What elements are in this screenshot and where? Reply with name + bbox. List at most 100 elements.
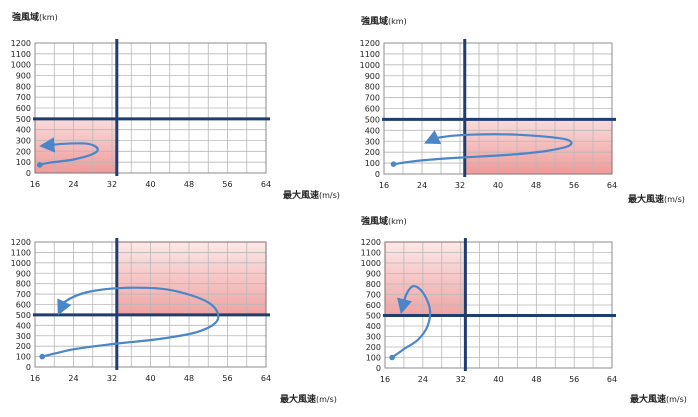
x-tick-label: 48 xyxy=(531,375,541,384)
y-tick-label: 1000 xyxy=(361,259,381,268)
y-tick-label: 900 xyxy=(16,269,31,278)
x-tick-label: 64 xyxy=(607,375,617,384)
plot-frame xyxy=(34,241,267,368)
x-tick-label: 40 xyxy=(145,180,155,189)
y-tick-label: 0 xyxy=(26,169,31,178)
x-tick-label: 40 xyxy=(493,375,503,384)
x-tick-label: 48 xyxy=(184,180,194,189)
y-tick-label: 1000 xyxy=(360,61,380,70)
y-tick-label: 1100 xyxy=(361,249,381,258)
trajectory-line xyxy=(39,137,99,166)
y-tick-label: 100 xyxy=(366,354,381,363)
x-tick-label: 16 xyxy=(379,181,389,190)
x-tick-label: 32 xyxy=(107,374,117,383)
y-tick-label: 800 xyxy=(16,280,31,289)
x-tick-label: 56 xyxy=(569,181,579,190)
x-tick-label: 16 xyxy=(30,180,40,189)
y-tick-label: 700 xyxy=(366,291,381,300)
trajectory-start-point xyxy=(389,354,395,361)
y-tick-label: 300 xyxy=(366,333,381,342)
y-tick-label: 500 xyxy=(365,115,380,124)
x-tick-label: 40 xyxy=(493,181,503,190)
y-tick-label: 200 xyxy=(16,147,31,156)
y-axis-title: 強風域(km) xyxy=(12,11,58,23)
y-tick-label: 1200 xyxy=(11,39,31,48)
y-tick-label: 700 xyxy=(16,93,31,102)
plot-frame xyxy=(34,42,267,174)
y-tick-label: 500 xyxy=(16,311,31,320)
x-tick-label: 64 xyxy=(261,180,271,189)
y-tick-label: 0 xyxy=(375,170,380,179)
y-tick-label: 1100 xyxy=(360,50,380,59)
x-tick-label: 64 xyxy=(607,181,617,190)
y-tick-label: 1200 xyxy=(360,39,380,48)
y-tick-label: 100 xyxy=(365,159,380,168)
x-axis-title: 最大風速(m/s) xyxy=(283,189,340,201)
trajectory-start-point xyxy=(390,161,397,167)
y-tick-label: 1200 xyxy=(361,238,381,247)
x-tick-label: 24 xyxy=(68,374,78,383)
trajectory-start-point xyxy=(37,162,43,168)
x-tick-label: 32 xyxy=(456,375,466,384)
trajectory-line xyxy=(393,130,573,166)
y-tick-label: 300 xyxy=(365,137,380,146)
y-tick-label: 700 xyxy=(16,290,31,299)
plot-frame xyxy=(384,241,613,369)
trajectory-line xyxy=(41,286,220,358)
y-tick-label: 1200 xyxy=(11,238,31,247)
y-tick-label: 700 xyxy=(365,94,380,103)
y-tick-label: 600 xyxy=(366,301,381,310)
y-tick-label: 300 xyxy=(16,137,31,146)
y-tick-label: 400 xyxy=(366,322,381,331)
x-axis-title: 最大風速(m/s) xyxy=(628,193,685,205)
y-tick-label: 200 xyxy=(366,343,381,352)
x-tick-label: 64 xyxy=(261,374,271,383)
y-tick-label: 1000 xyxy=(11,61,31,70)
y-tick-label: 1100 xyxy=(11,248,31,257)
y-tick-label: 100 xyxy=(16,158,31,167)
x-tick-label: 24 xyxy=(418,375,428,384)
x-tick-label: 32 xyxy=(107,180,117,189)
y-axis-title: 強風域(km) xyxy=(361,15,407,27)
x-tick-label: 48 xyxy=(184,374,194,383)
y-tick-label: 400 xyxy=(16,321,31,330)
y-tick-label: 0 xyxy=(26,363,31,372)
y-tick-label: 900 xyxy=(365,72,380,81)
highlight-region xyxy=(116,242,266,315)
y-tick-label: 600 xyxy=(16,301,31,310)
x-tick-label: 16 xyxy=(380,375,390,384)
x-tick-label: 32 xyxy=(455,181,465,190)
x-tick-label: 24 xyxy=(68,180,78,189)
x-tick-label: 56 xyxy=(569,375,579,384)
y-tick-label: 500 xyxy=(16,115,31,124)
y-tick-label: 100 xyxy=(16,353,31,362)
x-tick-label: 40 xyxy=(145,374,155,383)
y-tick-label: 400 xyxy=(365,126,380,135)
x-tick-label: 56 xyxy=(222,374,232,383)
y-tick-label: 800 xyxy=(366,280,381,289)
x-tick-label: 24 xyxy=(417,181,427,190)
x-axis-title: 最大風速(m/s) xyxy=(630,393,687,405)
x-axis-title: 最大風速(m/s) xyxy=(280,393,337,405)
trajectory-line xyxy=(391,284,432,359)
y-tick-label: 1000 xyxy=(11,259,31,268)
trajectory-start-point xyxy=(39,353,46,360)
y-tick-label: 800 xyxy=(365,83,380,92)
plot-frame xyxy=(383,42,613,175)
y-tick-label: 1100 xyxy=(11,50,31,59)
y-tick-label: 900 xyxy=(366,270,381,279)
x-tick-label: 56 xyxy=(222,180,232,189)
y-tick-label: 900 xyxy=(16,72,31,81)
y-tick-label: 600 xyxy=(16,104,31,113)
x-tick-label: 16 xyxy=(30,374,40,383)
highlight-region xyxy=(464,119,612,174)
y-tick-label: 800 xyxy=(16,82,31,91)
y-tick-label: 500 xyxy=(366,312,381,321)
y-tick-label: 300 xyxy=(16,332,31,341)
y-tick-label: 200 xyxy=(16,342,31,351)
y-tick-label: 600 xyxy=(365,105,380,114)
